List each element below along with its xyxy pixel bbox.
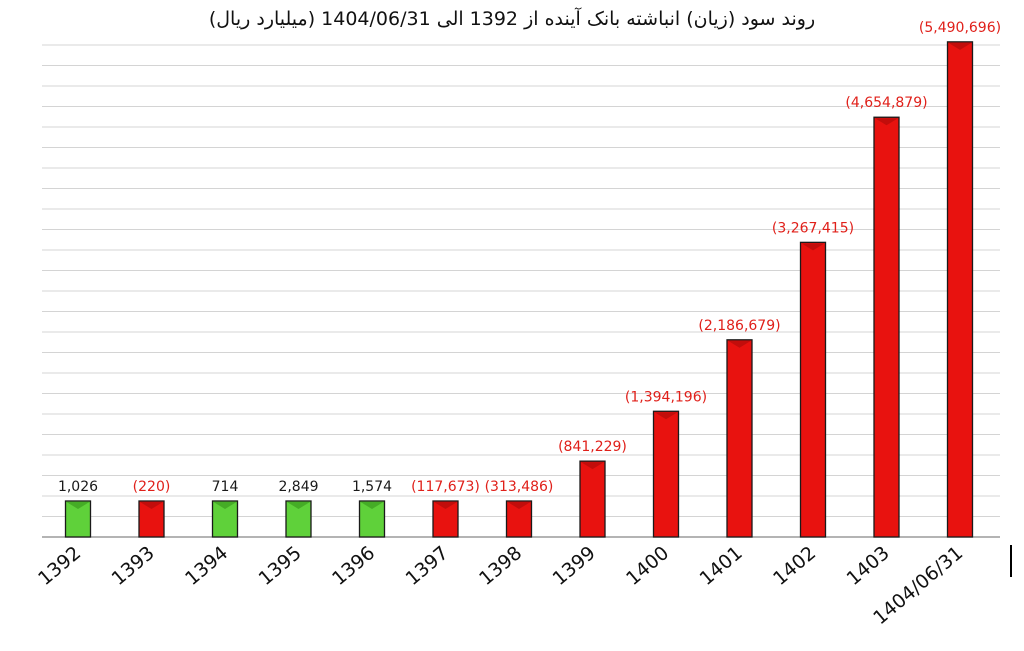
category-label-1392: 1392 (34, 542, 85, 590)
bar-bevel (654, 412, 678, 420)
value-label-1400: (1,394,196) (625, 389, 707, 405)
bar-bevel (801, 243, 825, 251)
bar-1400 (652, 410, 680, 538)
bar-bevel (287, 502, 310, 509)
bar-bevel (507, 502, 531, 509)
axis-edge-mark (1010, 545, 1012, 577)
bar-bevel (948, 42, 972, 50)
bar-bevel (875, 118, 898, 126)
bar-1402 (799, 241, 827, 538)
category-label-1398: 1398 (475, 542, 526, 590)
category-label-1403: 1403 (843, 542, 894, 590)
category-label-1396: 1396 (328, 542, 379, 590)
chart-title: روند سود (زیان) انباشته بانک آینده از 13… (208, 8, 816, 30)
value-label-1404-06-31: (5,490,696) (919, 20, 1001, 36)
value-label-1398: (313,486) (485, 479, 554, 495)
category-label-1397: 1397 (402, 542, 453, 590)
bar-bevel (581, 462, 604, 470)
value-label-1403: (4,654,879) (845, 95, 927, 111)
value-label-1397: (117,673) (411, 479, 480, 495)
value-label-1395: 2,849 (278, 479, 318, 495)
category-label-1402: 1402 (769, 542, 820, 590)
bar-1404-06-31 (946, 41, 974, 538)
category-label-1401: 1401 (696, 542, 747, 590)
bar-bevel (66, 502, 90, 509)
category-label-1395: 1395 (255, 542, 306, 590)
bar-bevel (213, 502, 237, 509)
value-label-1399: (841,229) (558, 439, 627, 455)
value-label-1392: 1,026 (58, 479, 98, 495)
category-label-1400: 1400 (622, 542, 673, 590)
bar-bevel (434, 502, 457, 509)
bar-bevel (728, 340, 751, 348)
category-label-1399: 1399 (549, 542, 600, 590)
bar-1403 (873, 116, 900, 538)
category-label-1393: 1393 (108, 542, 159, 590)
bar-1399 (579, 460, 606, 538)
bar-bevel (140, 502, 163, 509)
value-label-1396: 1,574 (352, 479, 392, 495)
value-label-1401: (2,186,679) (698, 318, 780, 334)
value-label-1393: (220) (133, 479, 171, 495)
value-label-1394: 714 (212, 479, 239, 495)
category-label-1394: 1394 (181, 542, 232, 590)
bar-bevel (360, 502, 384, 509)
bar-1401 (726, 339, 753, 538)
value-label-1402: (3,267,415) (772, 220, 854, 236)
